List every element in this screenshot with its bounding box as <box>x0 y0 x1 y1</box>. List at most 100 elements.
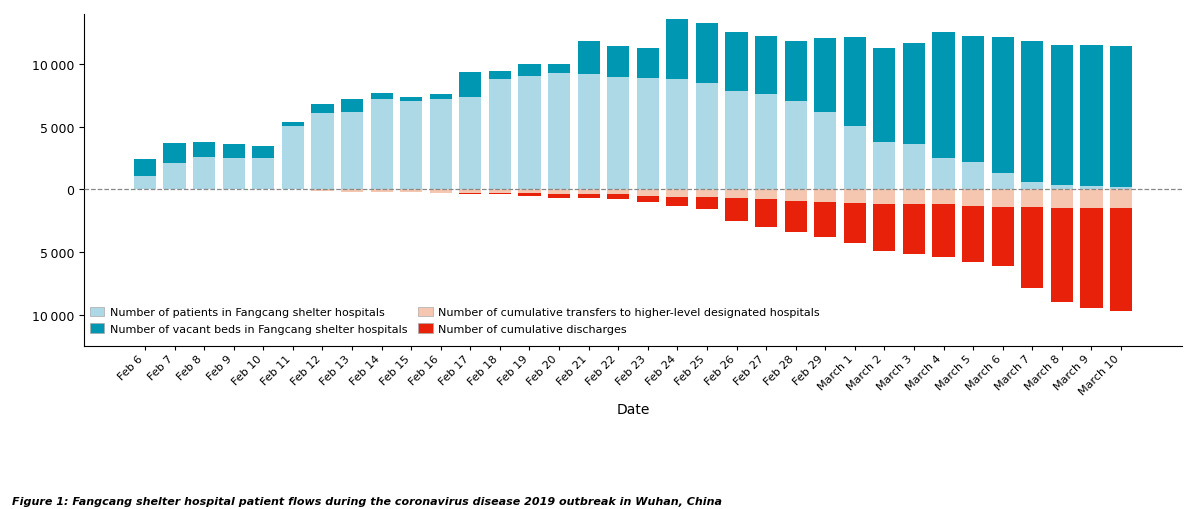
Bar <box>518 194 540 196</box>
Bar <box>1021 208 1043 289</box>
Bar <box>755 95 778 190</box>
Bar <box>1110 190 1132 209</box>
Bar <box>134 176 156 190</box>
Bar <box>666 190 689 197</box>
Bar <box>163 164 186 190</box>
Bar <box>282 123 304 126</box>
Bar <box>696 84 718 190</box>
Bar <box>785 201 806 233</box>
Bar <box>518 76 540 190</box>
Bar <box>430 190 452 194</box>
Bar <box>488 194 511 195</box>
Bar <box>577 42 600 75</box>
Bar <box>932 205 955 258</box>
Bar <box>252 159 275 190</box>
Bar <box>1021 42 1043 183</box>
Bar <box>252 147 275 159</box>
Bar <box>371 100 392 190</box>
Bar <box>726 92 748 190</box>
Bar <box>874 143 895 190</box>
Bar <box>1051 46 1073 186</box>
Bar <box>223 145 245 159</box>
Bar <box>341 100 364 112</box>
Bar <box>1051 209 1073 302</box>
Bar <box>696 190 718 197</box>
Bar <box>726 190 748 199</box>
Bar <box>844 126 866 190</box>
Bar <box>548 65 570 74</box>
Bar <box>637 49 659 79</box>
Bar <box>785 101 806 190</box>
Bar <box>311 105 334 114</box>
Bar <box>844 204 866 244</box>
Bar <box>400 190 422 192</box>
Bar <box>488 80 511 190</box>
Bar <box>1051 186 1073 190</box>
Bar <box>518 65 540 76</box>
Bar <box>844 190 866 204</box>
Bar <box>874 190 895 205</box>
Bar <box>282 126 304 190</box>
Bar <box>1110 46 1132 187</box>
Bar <box>488 190 511 194</box>
Bar <box>488 72 511 80</box>
Bar <box>637 196 659 203</box>
Bar <box>548 190 570 195</box>
Bar <box>991 38 1014 174</box>
Bar <box>902 205 925 255</box>
Bar <box>223 159 245 190</box>
Bar <box>371 190 392 192</box>
Bar <box>193 143 215 158</box>
Bar <box>518 190 540 194</box>
Bar <box>577 195 600 199</box>
Bar <box>548 195 570 199</box>
Bar <box>341 190 364 192</box>
Bar <box>814 203 836 238</box>
Legend: Number of patients in Fangcang shelter hospitals, Number of vacant beds in Fangc: Number of patients in Fangcang shelter h… <box>90 307 820 334</box>
Bar <box>637 190 659 196</box>
Bar <box>193 158 215 190</box>
Bar <box>1080 209 1103 308</box>
Bar <box>1080 46 1103 187</box>
Bar <box>577 190 600 195</box>
Bar <box>400 98 422 101</box>
Bar <box>1051 190 1073 209</box>
Bar <box>400 101 422 190</box>
Bar <box>726 33 748 92</box>
Bar <box>844 38 866 126</box>
Bar <box>962 37 984 162</box>
Bar <box>1080 190 1103 209</box>
Bar <box>932 33 955 159</box>
Bar <box>460 190 481 194</box>
Bar <box>548 74 570 190</box>
Bar <box>902 44 925 145</box>
Bar <box>607 190 629 195</box>
Bar <box>785 190 806 201</box>
Bar <box>814 112 836 190</box>
Bar <box>607 78 629 190</box>
Bar <box>163 144 186 164</box>
Bar <box>902 190 925 205</box>
Bar <box>577 75 600 190</box>
Bar <box>814 190 836 203</box>
Bar <box>311 190 334 191</box>
X-axis label: Date: Date <box>617 402 649 416</box>
Bar <box>430 100 452 190</box>
Bar <box>902 145 925 190</box>
Bar <box>726 199 748 221</box>
Bar <box>666 20 689 80</box>
Bar <box>607 46 629 78</box>
Bar <box>755 200 778 228</box>
Text: Figure 1: Fangcang shelter hospital patient flows during the coronavirus disease: Figure 1: Fangcang shelter hospital pati… <box>12 496 722 506</box>
Bar <box>371 94 392 100</box>
Bar <box>696 24 718 84</box>
Bar <box>1080 187 1103 190</box>
Bar <box>696 197 718 210</box>
Bar <box>1110 209 1132 311</box>
Bar <box>666 197 689 206</box>
Bar <box>755 190 778 200</box>
Bar <box>430 95 452 100</box>
Bar <box>962 190 984 206</box>
Bar <box>460 98 481 190</box>
Bar <box>637 79 659 190</box>
